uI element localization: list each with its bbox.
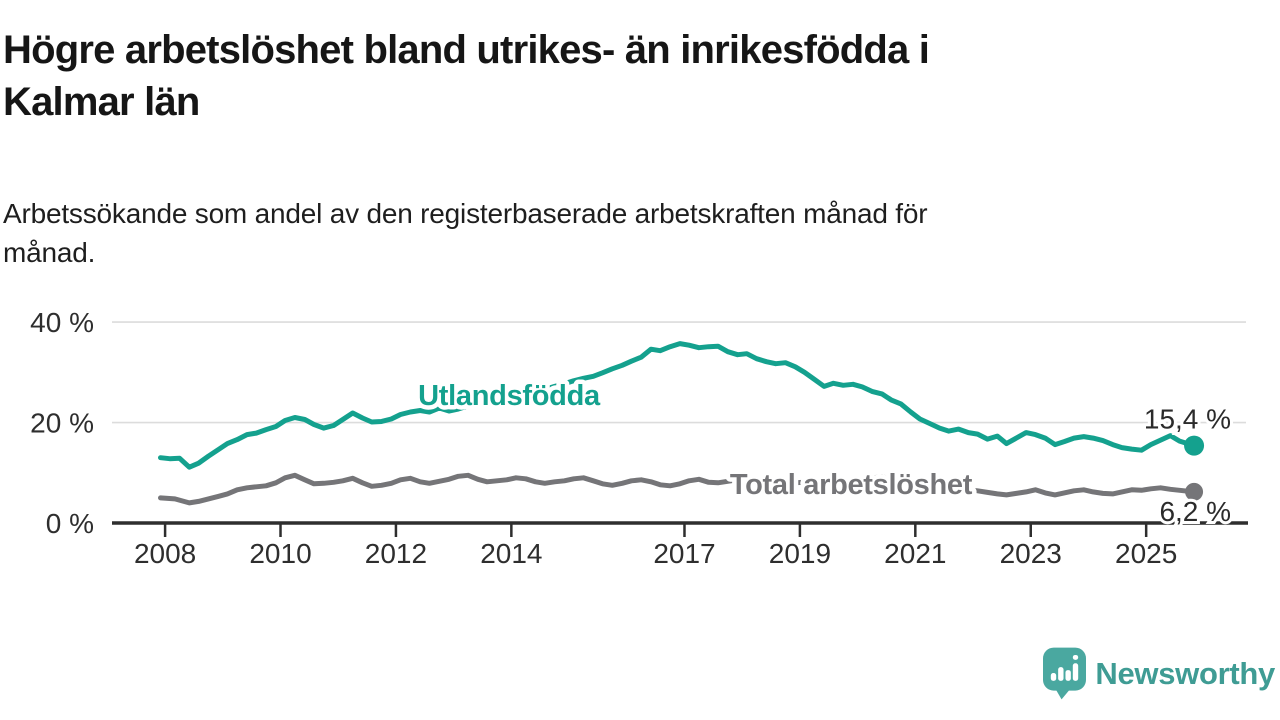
series-line-0 (158, 341, 1197, 470)
series-end-dot-1 (1185, 482, 1204, 501)
series-end-value-1: 6,2 % (1159, 496, 1231, 527)
series-end-dot-0 (1184, 435, 1205, 456)
x-tick-label-2010: 2010 (249, 538, 311, 569)
x-tick-label-2014: 2014 (480, 538, 542, 569)
x-tick-label-2021: 2021 (884, 538, 946, 569)
x-tick-label-2008: 2008 (134, 538, 196, 569)
y-tick-label-0: 0 % (46, 508, 94, 539)
newsworthy-brand-name: Newsworthy (1095, 656, 1275, 691)
chart-subtitle: Arbetssökande som andel av den registerb… (3, 194, 928, 272)
page-title: Högre arbetslöshet bland utrikes- än inr… (3, 24, 930, 128)
newsworthy-brand: Newsworthy (1043, 647, 1275, 701)
title-line-1: Högre arbetslöshet bland utrikes- än inr… (3, 28, 930, 72)
x-tick-label-2017: 2017 (653, 538, 715, 569)
title-line-2: Kalmar län (3, 80, 200, 124)
x-tick-label-2019: 2019 (769, 538, 831, 569)
x-tick-label-2023: 2023 (1000, 538, 1062, 569)
series-line-1 (158, 472, 1197, 506)
subtitle-line-1: Arbetssökande som andel av den registerb… (3, 198, 928, 229)
series-end-value-0: 15,4 % (1144, 404, 1231, 435)
x-tick-label-2012: 2012 (365, 538, 427, 569)
series-label-0: Utlandsfödda (418, 380, 601, 412)
subtitle-line-2: månad. (3, 237, 96, 269)
x-tick-label-2025: 2025 (1115, 538, 1177, 569)
newsworthy-logo-icon (1043, 647, 1087, 700)
series-label-1: Total arbetslöshet (730, 469, 973, 501)
y-tick-label-20: 20 % (30, 408, 94, 439)
y-tick-label-40: 40 % (30, 307, 94, 338)
